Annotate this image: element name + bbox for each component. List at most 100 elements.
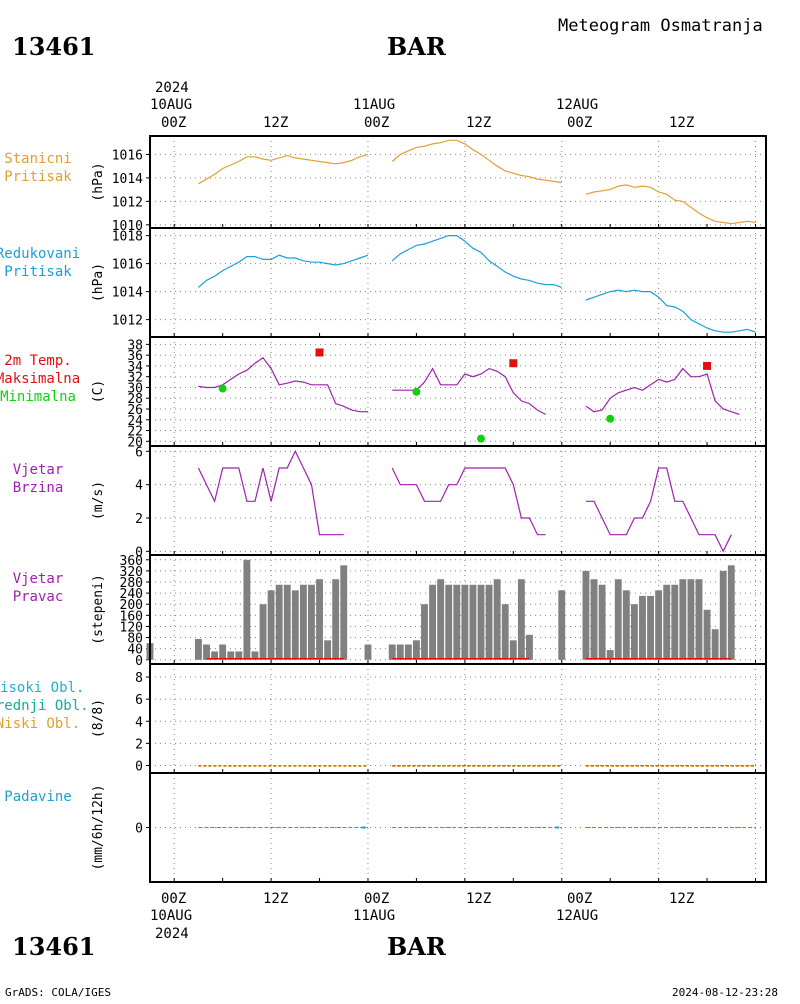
date-label-bottom-2: 11AUG [353,908,395,924]
tmax-marker [509,359,518,368]
y-tick-label: 32 [127,371,143,386]
direction-bar [630,604,638,660]
direction-bar [316,579,323,660]
direction-bar [340,565,348,660]
station-id-top: 13461 [12,32,96,61]
y-tick-label: 1010 [112,219,143,234]
direction-bar [437,579,445,660]
direction-bar [275,584,283,660]
direction-bar [526,634,533,660]
date-label-top-1: 10AUG [150,97,192,113]
direction-bar [711,629,719,660]
hour-label-bottom-1: 00Z [161,891,186,907]
footer-left: GrADS: COLA/IGES [5,986,111,999]
direction-bar [404,644,412,660]
hour-label-bottom-4: 12Z [466,891,491,907]
panel-label: Redukovani [0,246,80,262]
panel-label: Stanicni [4,151,71,167]
panels: 1010101210141016(hPa)StanicniPritisak101… [0,135,767,883]
direction-bar [211,651,219,660]
y-tick-label: 34 [127,360,143,375]
direction-bar [412,640,420,660]
y-tick-label: 6 [135,693,143,708]
y-tick-label: 4 [135,479,143,494]
panel-label: Minimalna [0,389,76,405]
tmin-marker [477,434,486,443]
y-tick-label: 1016 [112,258,143,273]
y-tick-label: 80 [127,632,143,647]
direction-bar [639,595,646,660]
direction-bar [259,604,267,660]
y-axis-label: (m/s) [91,481,106,520]
station-name-bottom: BAR [387,932,447,961]
direction-bar [727,565,735,660]
panel-label: Vjetar [13,462,64,478]
direction-bar [251,651,259,660]
series-line [198,356,740,415]
direction-bar [719,570,727,660]
direction-bar [308,584,315,660]
precip-mark [361,826,366,829]
y-tick-label: 0 [135,545,143,560]
y-tick-label: 22 [127,425,143,440]
y-axis-label: (C) [91,380,106,403]
panel-label: Brzina [13,480,64,496]
footer-right: 2024-08-12-23:28 [672,986,778,999]
y-tick-label: 30 [127,381,143,396]
panel-2: 1012 1014 1016 1018 (hPa) Redukovani Pritisak [0,227,767,338]
panel-1: 1010 1012 1014 1016 (hPa) Stanicni Pritisak [4,135,767,234]
hour-label-top-2: 12Z [263,115,288,131]
y-tick-label: 8 [135,671,143,686]
direction-bar [509,640,517,660]
panel-frame [149,336,767,447]
y-axis-label: (hPa) [91,162,106,201]
date-label-top-3: 12AUG [556,97,598,113]
date-label-top-2: 11AUG [353,97,395,113]
direction-bar [679,579,687,660]
y-tick-label: 1012 [112,314,143,329]
y-tick-label: 320 [120,565,143,580]
panel-6: 0 2 4 6 8 (8/8) Visoki Obl. Srednji Obl. Niski O… [0,663,767,774]
y-tick-label: 160 [120,609,143,624]
direction-bar [501,604,509,660]
y-tick-label: 2 [135,737,143,752]
y-tick-label: 1014 [112,172,143,187]
time-axis: 2024 10AUG 11AUG 12AUG 00Z 12Z 00Z 12Z 0… [150,80,694,942]
direction-bar [655,590,663,660]
tmin-marker [412,387,421,396]
direction-bar [453,584,461,660]
direction-bar [291,590,299,660]
panel-frame [149,772,767,883]
direction-bar [517,579,525,660]
direction-bar [590,579,598,660]
y-tick-label: 280 [120,576,143,591]
hour-label-top-3: 00Z [364,115,389,131]
y-tick-label: 1016 [112,148,143,163]
station-id-bottom: 13461 [12,932,96,961]
y-tick-label: 36 [127,349,143,364]
direction-bar [614,579,622,660]
panel-label: Padavine [4,789,71,805]
direction-bar [647,595,654,660]
y-tick-label: 0 [135,654,143,669]
panel-4: 0 2 4 6 (m/s) Vjetar Brzina [13,445,767,560]
direction-bar [695,579,703,660]
direction-bar [203,644,210,660]
direction-bar [461,584,469,660]
direction-bar [364,644,372,660]
y-tick-label: 1012 [112,195,143,210]
y-tick-label: 2 [135,512,143,527]
direction-bar [485,584,493,660]
station-name-top: BAR [387,32,447,61]
y-axis-label: (hPa) [91,263,106,302]
tmax-marker [703,361,712,370]
direction-bar [283,584,291,660]
y-tick-label: 360 [120,554,143,569]
direction-bar [671,584,679,660]
hour-label-top-1: 00Z [161,115,186,131]
direction-bar [582,570,590,660]
y-tick-label: 24 [127,414,143,429]
